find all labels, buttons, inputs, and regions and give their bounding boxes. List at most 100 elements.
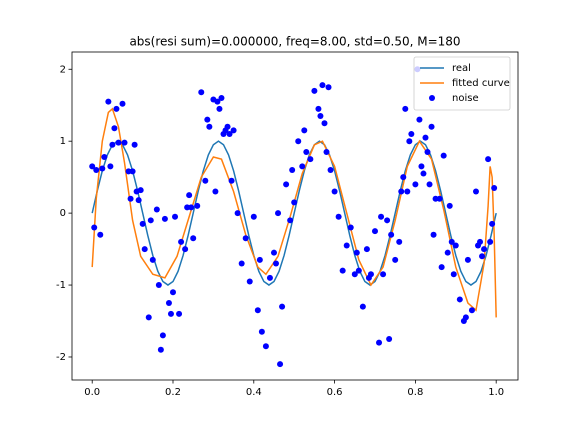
scatter-point — [107, 163, 114, 170]
scatter-point — [190, 235, 197, 242]
scatter-point — [127, 195, 134, 202]
scatter-point — [266, 274, 273, 281]
scatter-point — [347, 224, 354, 231]
scatter-point — [289, 166, 296, 173]
scatter-point — [462, 314, 469, 321]
scatter-point — [343, 242, 350, 249]
scatter-point — [224, 123, 231, 130]
scatter-point — [155, 282, 162, 289]
scatter-point — [188, 204, 195, 211]
scatter-point — [159, 332, 166, 339]
scatter-point — [291, 199, 298, 206]
scatter-point — [214, 98, 221, 105]
scatter-point — [238, 260, 245, 267]
scatter-point — [137, 187, 144, 194]
scatter-point — [113, 105, 120, 112]
scatter-point — [301, 127, 308, 134]
scatter-point — [472, 188, 479, 195]
scatter-point — [198, 89, 205, 96]
scatter-point — [258, 328, 265, 335]
scatter-point — [319, 82, 326, 89]
scatter-point — [363, 246, 370, 253]
scatter-point — [327, 166, 334, 173]
scatter-point — [129, 168, 136, 175]
scatter-point — [153, 206, 160, 213]
line-series — [91, 107, 497, 318]
scatter-point — [448, 238, 455, 245]
scatter-point — [446, 202, 453, 209]
scatter-point — [359, 303, 366, 310]
scatter-point — [452, 242, 459, 249]
scatter-point — [317, 113, 324, 120]
scatter-point — [256, 256, 263, 263]
scatter-point — [331, 188, 338, 195]
scatter-point — [135, 197, 142, 204]
x-tick-label: 0.8 — [407, 387, 423, 398]
scatter-point — [270, 249, 277, 256]
chart-title: abs(resi sum)=0.000000, freq=8.00, std=0… — [129, 35, 460, 49]
scatter-point — [295, 138, 302, 145]
scatter-point — [279, 303, 286, 310]
scatter-point — [426, 181, 433, 188]
scatter-point — [380, 271, 387, 278]
scatter-point — [485, 156, 492, 163]
scatter-point — [378, 213, 385, 220]
scatter-point — [182, 246, 189, 253]
scatter-point — [428, 123, 435, 130]
scatter-point — [404, 188, 411, 195]
scatter-point — [376, 339, 383, 346]
scatter-point — [323, 148, 330, 155]
scatter-point — [139, 220, 146, 227]
scatter-point — [216, 105, 223, 112]
scatter-point — [355, 267, 362, 274]
scatter-point — [367, 271, 374, 278]
x-tick-label: 0.4 — [246, 387, 262, 398]
scatter-point — [440, 152, 447, 159]
scatter-point — [178, 238, 185, 245]
scatter-point — [111, 125, 118, 132]
scatter-point — [481, 246, 488, 253]
scatter-point — [131, 141, 138, 148]
x-tick-label: 1.0 — [488, 387, 504, 398]
plot-area — [89, 66, 498, 368]
scatter-point — [149, 256, 156, 263]
legend-label: fitted curve — [452, 78, 510, 89]
x-tick-label: 0.0 — [84, 387, 100, 398]
scatter-point — [91, 224, 98, 231]
scatter-point — [464, 256, 471, 263]
scatter-point — [101, 154, 108, 161]
scatter-point — [147, 217, 154, 224]
scatter-point — [430, 231, 437, 238]
scatter-point — [420, 170, 427, 177]
scatter-point — [202, 177, 209, 184]
scatter-point — [396, 238, 403, 245]
scatter-point — [438, 264, 445, 271]
scatter-point — [287, 217, 294, 224]
scatter-point — [141, 246, 148, 253]
scatter-point — [386, 336, 393, 342]
scatter-point — [315, 105, 322, 112]
scatter-point — [489, 220, 496, 227]
scatter-point — [234, 210, 241, 217]
scatter-point — [491, 184, 498, 191]
scatter-point — [422, 134, 429, 141]
scatter-point — [109, 141, 116, 148]
y-tick-label: -2 — [56, 352, 66, 363]
scatter-point — [406, 138, 413, 145]
scatter-point — [169, 289, 176, 296]
scatter-point — [384, 217, 391, 224]
scatter-point — [479, 253, 486, 260]
scatter-point — [487, 238, 494, 245]
scatter-point — [119, 100, 126, 107]
scatter-point — [262, 343, 269, 350]
scatter-point — [165, 300, 172, 307]
scatter-point — [353, 249, 360, 256]
scatter-point — [230, 127, 237, 134]
axes-frame — [71, 51, 519, 381]
scatter-point — [398, 188, 405, 195]
scatter-point — [468, 307, 475, 314]
scatter-point — [93, 166, 100, 173]
scatter-point — [335, 213, 342, 220]
scatter-point — [228, 177, 235, 184]
